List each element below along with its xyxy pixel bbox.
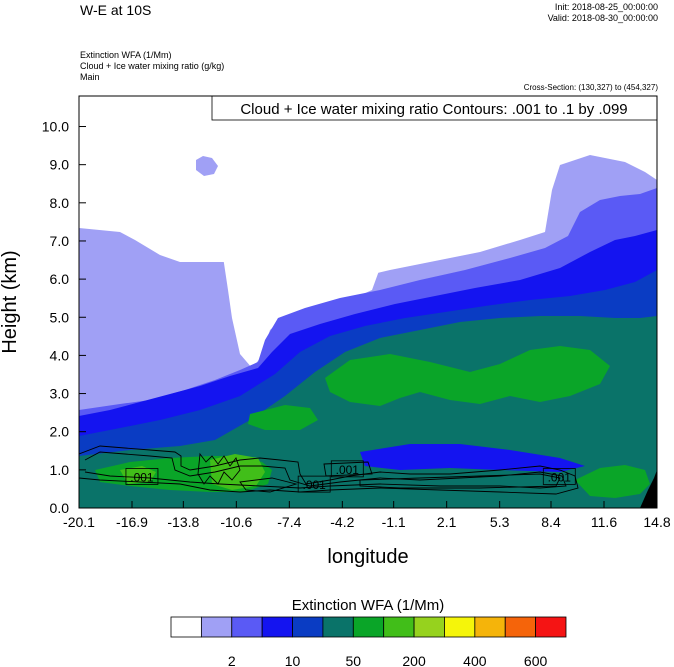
- contour-info-box: Cloud + Ice water mixing ratio Contours:…: [240, 101, 627, 118]
- plot-title: W-E at 10S: [80, 2, 152, 18]
- colorbar-tick-label: 600: [524, 653, 548, 667]
- y-tick-label: 4.0: [50, 347, 70, 363]
- x-tick-label: -1.1: [382, 514, 406, 530]
- colorbar-swatch: [504, 616, 537, 638]
- colorbar-swatch: [352, 616, 385, 638]
- field-label-main: Main: [80, 72, 100, 82]
- mixing-ratio-contours: [79, 445, 579, 495]
- x-tick-label: -4.2: [330, 514, 354, 530]
- y-tick-label: 10.0: [42, 119, 69, 135]
- colorbar-swatch: [261, 616, 293, 638]
- y-axis-label: Height (km): [0, 250, 21, 353]
- contour-value-label: .001: [302, 478, 326, 492]
- x-tick-label: -10.6: [220, 514, 252, 530]
- y-tick-label: 9.0: [50, 157, 70, 173]
- colorbar-swatch: [292, 616, 324, 638]
- y-tick-label: 5.0: [50, 309, 70, 325]
- x-tick-label: -16.9: [116, 514, 148, 530]
- x-tick-label: 11.6: [591, 514, 617, 530]
- x-tick-label: 8.4: [541, 514, 561, 530]
- contour-label-box: [330, 460, 364, 478]
- field-label-extinction: Extinction WFA (1/Mm): [80, 50, 172, 60]
- colorbar-swatch: [231, 616, 263, 638]
- x-tick-label: 14.8: [643, 514, 670, 530]
- x-tick-label: -20.1: [63, 514, 95, 530]
- y-axis: 0.0 1.0 2.0 3.0 4.0 5.0 6.0 7.0 8.0 9.0 10.0: [42, 119, 86, 516]
- contour-label-box: [542, 468, 576, 485]
- y-tick-label: 0.0: [50, 500, 70, 516]
- colorbar-swatch: [170, 616, 202, 638]
- colorbar-swatch: [444, 616, 476, 638]
- y-tick-label: 3.0: [50, 386, 70, 402]
- valid-time: Valid: 2018-08-30_00:00:00: [547, 13, 658, 23]
- colorbar-swatch: [535, 616, 567, 638]
- colorbar-tick-label: 400: [463, 653, 487, 667]
- x-axis: -20.1 -16.9 -13.8 -10.6 -7.4 -4.2 -1.1 2.1 5.3 8.…: [63, 501, 671, 530]
- colorbar-swatch: [200, 616, 233, 638]
- cross-section-label: Cross-Section: (130,327) to (454,327): [523, 83, 658, 92]
- colorbar-title: Extinction WFA (1/Mm): [292, 597, 445, 614]
- colorbar-swatch: [322, 616, 354, 638]
- y-tick-label: 2.0: [50, 424, 70, 440]
- colorbar-swatch: [474, 616, 506, 638]
- contour-value-label: .001: [548, 470, 572, 484]
- colorbar: 2 10 50 200 400 600: [170, 616, 567, 667]
- y-tick-label: 8.0: [50, 195, 70, 211]
- y-tick-label: 7.0: [50, 233, 70, 249]
- colorbar-swatch: [383, 616, 415, 638]
- init-time: Init: 2018-08-25_00:00:00: [554, 2, 658, 12]
- field-label-mixing-ratio: Cloud + Ice water mixing ratio (g/kg): [80, 61, 225, 71]
- x-axis-label: longitude: [327, 546, 408, 568]
- x-tick-label: 5.3: [490, 514, 510, 530]
- x-tick-label: -13.8: [167, 514, 199, 530]
- colorbar-tick-label: 50: [346, 653, 362, 667]
- contour-value-label: .001: [130, 470, 154, 484]
- contour-label-box: [297, 475, 331, 493]
- colorbar-tick-label: 2: [228, 653, 236, 667]
- colorbar-tick-label: 10: [285, 653, 301, 667]
- y-tick-label: 1.0: [50, 462, 70, 478]
- colorbar-tick-label: 200: [402, 653, 426, 667]
- contour-value-label: .001: [336, 463, 360, 477]
- contour-value-labels: .001 .001 .001 .001: [125, 460, 576, 493]
- contour-label-box: [125, 468, 159, 485]
- extinction-field: [79, 96, 657, 508]
- x-tick-label: 2.1: [437, 514, 457, 530]
- y-tick-label: 6.0: [50, 271, 70, 287]
- colorbar-swatch: [413, 616, 445, 638]
- x-tick-label: -7.4: [277, 514, 301, 530]
